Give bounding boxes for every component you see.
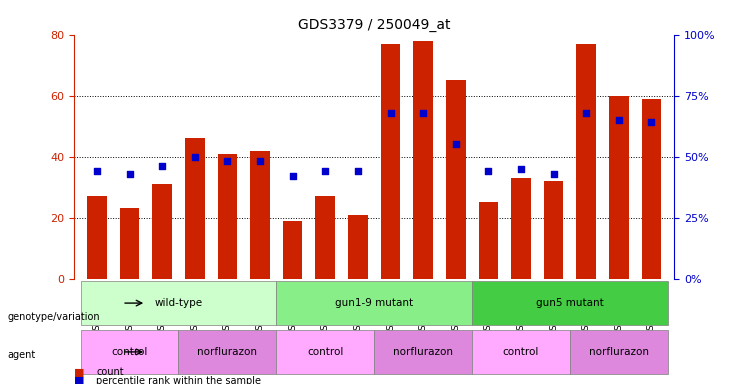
Point [189, 154, 201, 160]
Text: wild-type: wild-type [154, 298, 202, 308]
Text: norflurazon: norflurazon [589, 347, 649, 357]
Text: count: count [96, 367, 124, 377]
FancyBboxPatch shape [81, 330, 179, 374]
Bar [446, 80, 465, 279]
Bar [250, 151, 270, 279]
Point [645, 119, 657, 126]
Point [124, 170, 136, 177]
Text: control: control [111, 347, 147, 357]
FancyBboxPatch shape [81, 281, 276, 325]
Title: GDS3379 / 250049_at: GDS3379 / 250049_at [298, 18, 451, 32]
Bar [283, 221, 302, 279]
Point [417, 109, 429, 116]
FancyBboxPatch shape [472, 330, 570, 374]
Point [548, 170, 559, 177]
FancyBboxPatch shape [374, 330, 472, 374]
Text: ■: ■ [74, 376, 84, 384]
FancyBboxPatch shape [472, 281, 668, 325]
Bar [609, 96, 628, 279]
Point [222, 159, 233, 165]
Point [319, 168, 331, 174]
Text: genotype/variation: genotype/variation [7, 312, 100, 322]
FancyBboxPatch shape [276, 330, 374, 374]
Bar [413, 41, 433, 279]
FancyBboxPatch shape [179, 330, 276, 374]
Point [91, 168, 103, 174]
Bar [316, 196, 335, 279]
Point [580, 109, 592, 116]
Point [287, 173, 299, 179]
Point [515, 166, 527, 172]
FancyBboxPatch shape [570, 330, 668, 374]
Bar [87, 196, 107, 279]
Bar [381, 44, 400, 279]
FancyBboxPatch shape [276, 281, 472, 325]
Text: norflurazon: norflurazon [197, 347, 257, 357]
Bar [576, 44, 596, 279]
Bar [185, 138, 205, 279]
Point [254, 159, 266, 165]
Text: gun1-9 mutant: gun1-9 mutant [335, 298, 413, 308]
Point [482, 168, 494, 174]
Text: ■: ■ [74, 367, 84, 377]
Bar [544, 181, 563, 279]
Bar [642, 99, 661, 279]
Text: agent: agent [7, 350, 36, 360]
Point [385, 109, 396, 116]
Point [352, 168, 364, 174]
Bar [120, 209, 139, 279]
Text: gun5 mutant: gun5 mutant [536, 298, 604, 308]
Bar [153, 184, 172, 279]
Point [613, 117, 625, 123]
Text: control: control [503, 347, 539, 357]
Point [450, 141, 462, 147]
Bar [348, 215, 368, 279]
Bar [511, 178, 531, 279]
Point [156, 163, 168, 169]
Text: norflurazon: norflurazon [393, 347, 453, 357]
Text: control: control [307, 347, 344, 357]
Bar [218, 154, 237, 279]
Text: percentile rank within the sample: percentile rank within the sample [96, 376, 262, 384]
Bar [479, 202, 498, 279]
